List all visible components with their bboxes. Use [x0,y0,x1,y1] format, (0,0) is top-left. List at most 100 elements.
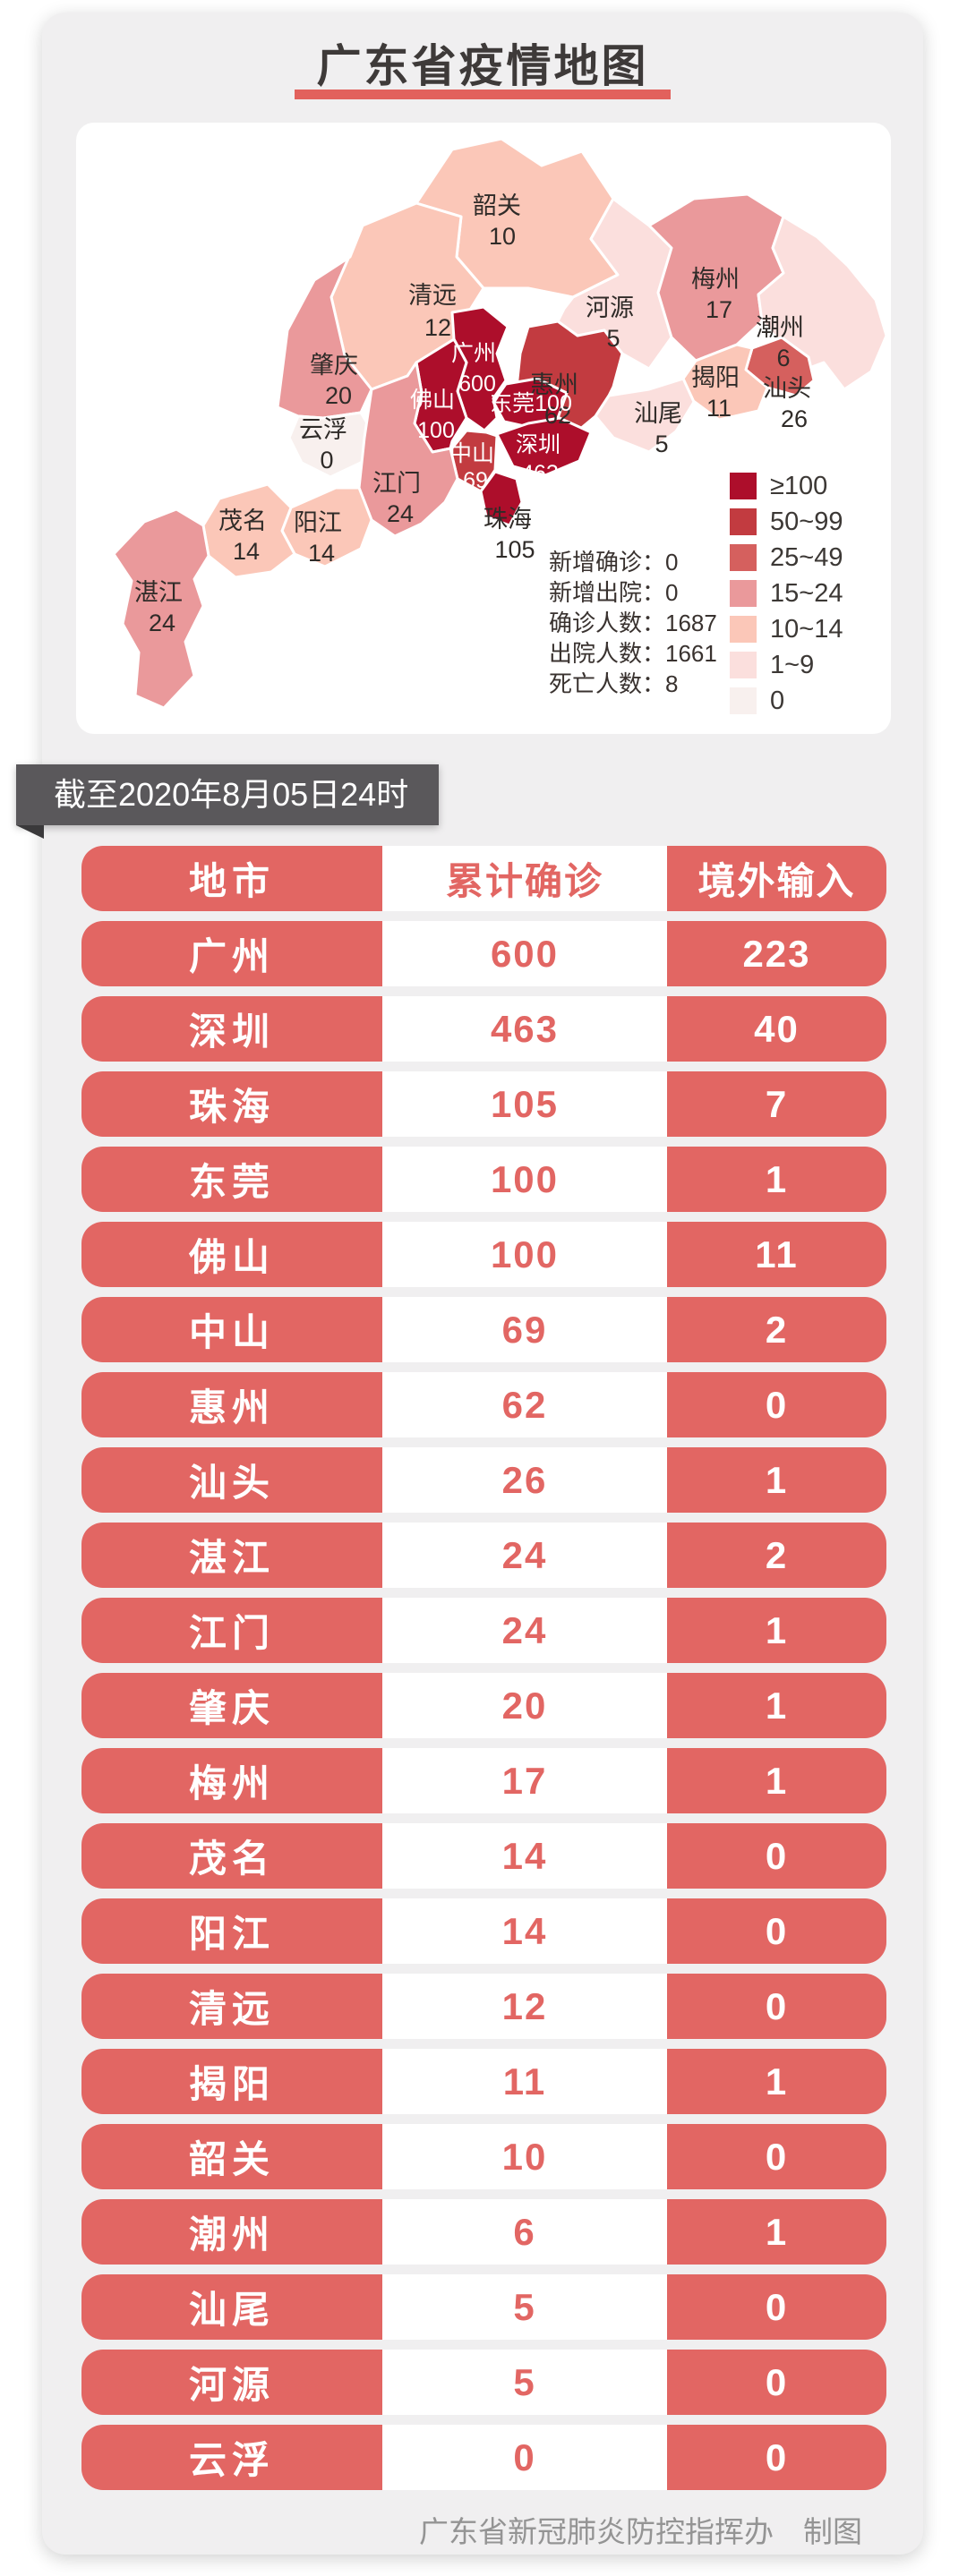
legend-swatch [730,616,757,643]
legend-item: 50~99 [730,507,843,536]
legend-label: 15~24 [770,578,843,608]
legend-item: 0 [730,686,843,715]
map-label-shenzhen: 深圳 [516,432,561,457]
legend-label: 50~99 [770,507,843,536]
table-row: 韶关 10 0 [81,2124,886,2189]
map-label-heyuan: 河源 [586,294,634,321]
city-cell: 揭阳 [81,2049,382,2114]
map-label-shaoguan: 韶关 [473,192,521,219]
table-row: 汕尾 5 0 [81,2274,886,2340]
city-cell: 珠海 [81,1071,382,1137]
city-cell: 湛江 [81,1523,382,1588]
legend-item: 25~49 [730,542,843,572]
city-cell: 茂名 [81,1823,382,1889]
map-region-dongguan [492,377,569,429]
main-card: 广东省疫情地图 韶关 10 清远 12 河源 5 梅州 17 潮州 6 汕头 26 揭阳 11 汕尾 5 惠州 6… [16,13,923,2555]
city-cell: 佛山 [81,1222,382,1287]
legend-label: 10~14 [770,614,843,644]
imported-cell: 1 [667,1147,886,1212]
map-label-huizhou: 惠州 [530,371,578,398]
confirmed-cell: 14 [382,1898,667,1964]
map-label-foshan: 佛山 [410,388,455,413]
legend-swatch [730,687,757,714]
confirmed-cell: 600 [382,921,667,986]
legend-label: 0 [770,686,785,715]
confirmed-cell: 100 [382,1222,667,1287]
map-value-zhongshan: 69 [463,468,488,493]
confirmed-cell: 105 [382,1071,667,1137]
map-value-chaozhou: 6 [776,345,790,371]
map-value-maoming: 14 [233,538,260,565]
confirmed-cell: 10 [382,2124,667,2189]
legend-swatch [730,473,757,499]
city-cell: 深圳 [81,996,382,1062]
confirmed-cell: 69 [382,1297,667,1362]
imported-cell: 1 [667,1598,886,1663]
city-cell: 清远 [81,1974,382,2039]
confirmed-cell: 11 [382,2049,667,2114]
footer-credit: 广东省新冠肺炎防控指挥办 制图 [419,2515,862,2548]
legend-item: 10~14 [730,614,843,644]
imported-cell: 1 [667,1673,886,1738]
imported-cell: 0 [667,2350,886,2415]
map-label-guangzhou: 广州 [451,341,496,366]
table-row: 湛江 24 2 [81,1523,886,1588]
legend-label: 25~49 [770,542,843,572]
imported-cell: 11 [667,1222,886,1287]
imported-cell: 0 [667,1974,886,2039]
imported-cell: 1 [667,2199,886,2265]
guangdong-map-wrap: 韶关 10 清远 12 河源 5 梅州 17 潮州 6 汕头 26 揭阳 11 汕尾 5 惠州 62 肇庆 20 云浮 0… [76,123,891,734]
map-label-qingyuan: 清远 [408,282,457,309]
map-label-yunfu: 云浮 [299,416,347,443]
stats-line: 出院人数：1661 [549,640,717,667]
map-label-shanwei: 汕尾 [634,400,682,427]
map-value-meizhou: 17 [706,296,732,323]
map-value-zhuhai: 105 [494,536,535,563]
confirmed-cell: 6 [382,2199,667,2265]
map-label-maoming: 茂名 [218,508,267,534]
city-cell: 云浮 [81,2425,382,2490]
table-row: 揭阳 11 1 [81,2049,886,2114]
guangdong-choropleth: 韶关 10 清远 12 河源 5 梅州 17 潮州 6 汕头 26 揭阳 11 汕尾 5 惠州 62 肇庆 20 云浮 0… [112,137,888,710]
table-row: 肇庆 20 1 [81,1673,886,1738]
stats-line: 新增出院：0 [549,579,679,606]
legend-swatch [730,508,757,535]
map-label-zhuhai: 珠海 [484,506,532,533]
city-cell: 梅州 [81,1748,382,1813]
table-row: 茂名 14 0 [81,1823,886,1889]
map-label-zhaoqing: 肇庆 [310,352,358,379]
table-row: 东莞 100 1 [81,1147,886,1212]
map-value-yangjiang: 14 [308,540,335,567]
city-cell: 惠州 [81,1372,382,1437]
imported-cell: 40 [667,996,886,1062]
table-row: 深圳 463 40 [81,996,886,1062]
table-row: 中山 69 2 [81,1297,886,1362]
city-cell: 潮州 [81,2199,382,2265]
table-row: 云浮 0 0 [81,2425,886,2490]
map-label-zhanjiang: 湛江 [134,579,183,606]
imported-cell: 0 [667,2274,886,2340]
table-row: 阳江 14 0 [81,1898,886,1964]
map-value-foshan: 100 [417,418,455,443]
confirmed-cell: 24 [382,1598,667,1663]
confirmed-cell: 463 [382,996,667,1062]
table-row: 汕头 26 1 [81,1447,886,1513]
confirmed-cell: 20 [382,1673,667,1738]
stats-line: 死亡人数：8 [549,670,679,697]
map-value-huizhou: 62 [544,402,571,429]
map-region-shanwei [594,377,696,454]
legend: ≥100 50~99 25~49 15~24 10~14 1~9 0 [730,472,843,723]
city-cell: 东莞 [81,1147,382,1212]
legend-item: 15~24 [730,578,843,608]
city-cell: 阳江 [81,1898,382,1964]
stats-line: 确诊人数：1687 [549,610,717,636]
city-cell: 广州 [81,921,382,986]
city-cell: 江门 [81,1598,382,1663]
imported-cell: 7 [667,1071,886,1137]
map-value-shaoguan: 10 [489,223,516,250]
header-cell-imported: 境外输入 [667,846,886,911]
map-label-jiangmen: 江门 [372,470,421,497]
table-row: 江门 24 1 [81,1598,886,1663]
imported-cell: 1 [667,1447,886,1513]
